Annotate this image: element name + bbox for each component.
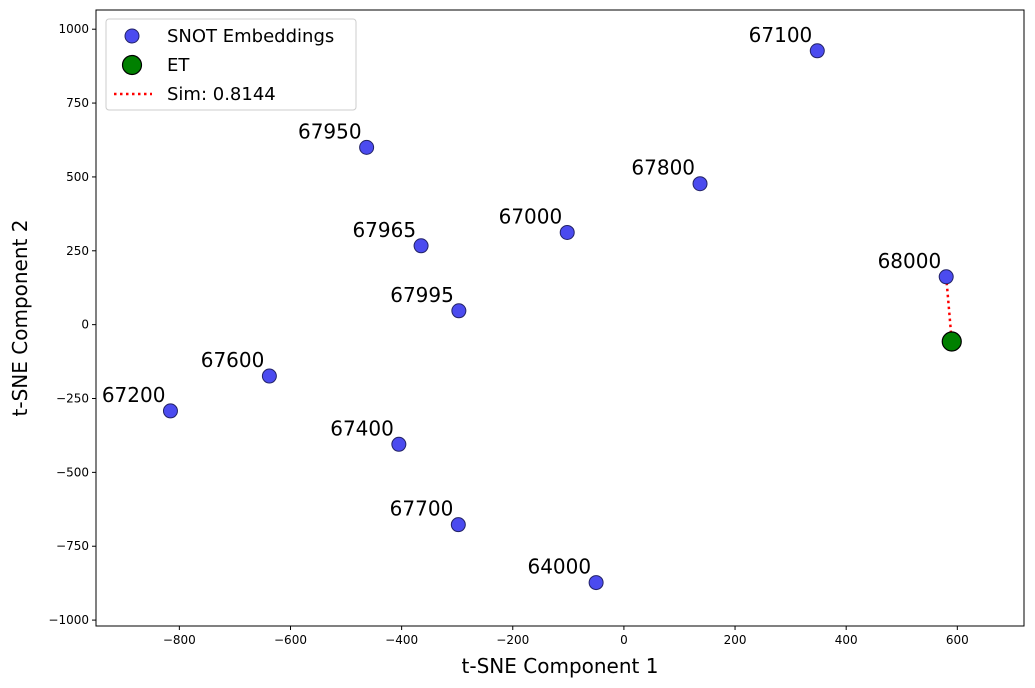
snot-point: [162, 403, 178, 419]
plot-layer: 67100 67950 67800 67000 67965 68000 67995 67600…: [102, 23, 962, 591]
point-label: 67000: [499, 204, 563, 228]
snot-point: [938, 269, 954, 285]
x-tick-label: −600: [274, 633, 307, 647]
legend: SNOT Embeddings ET Sim: 0.8144: [105, 18, 357, 111]
legend-label-snot-embeddings: SNOT Embeddings: [167, 26, 334, 47]
y-tick-label: 500: [66, 170, 89, 184]
point-label: 67400: [330, 416, 394, 440]
legend-marker-snot-embeddings: [124, 28, 140, 44]
x-axis-title: t-SNE Component 1: [462, 654, 659, 678]
x-tick-label: 0: [620, 633, 628, 647]
snot-point: [559, 224, 575, 240]
x-tick-label: −200: [496, 633, 529, 647]
point-label: 68000: [878, 249, 942, 273]
y-tick-label: 1000: [58, 22, 89, 36]
legend-label-similarity: Sim: 0.8144: [167, 84, 276, 105]
x-tick-label: 600: [946, 633, 969, 647]
point-label: 67800: [631, 156, 695, 180]
point-label: 67100: [749, 23, 813, 47]
y-tick-label: 0: [81, 318, 89, 332]
x-tick-label: 400: [835, 633, 858, 647]
y-tick-label: 250: [66, 244, 89, 258]
y-tick-label: −250: [56, 392, 89, 406]
et-point: [941, 331, 962, 352]
x-tick-label: −400: [385, 633, 418, 647]
x-tick-label: 200: [724, 633, 747, 647]
point-label: 64000: [527, 555, 591, 579]
y-tick-label: −1000: [48, 613, 89, 627]
axes-layer: −800 −600 −400 −200 0 200 400 600 −1000 −750 −500 −…: [48, 22, 968, 647]
snot-point: [413, 238, 429, 254]
point-label: 67965: [352, 218, 416, 242]
legend-marker-et: [121, 54, 143, 76]
snot-point: [451, 303, 467, 319]
plot-frame: [95, 9, 1025, 627]
y-tick-label: −750: [56, 539, 89, 553]
point-label: 67200: [102, 383, 166, 407]
snot-point: [391, 436, 407, 452]
snot-point: [692, 176, 708, 192]
similarity-line: [944, 276, 954, 342]
y-tick-label: −500: [56, 465, 89, 479]
legend-label-et: ET: [167, 55, 190, 76]
point-label: 67995: [390, 283, 454, 307]
y-axis-title: t-SNE Component 2: [8, 220, 32, 417]
legend-box: [105, 18, 357, 111]
snot-point: [809, 43, 825, 59]
snot-point: [588, 575, 604, 591]
point-label: 67950: [298, 119, 362, 143]
x-tick-label: −800: [163, 633, 196, 647]
snot-point: [359, 139, 375, 155]
y-tick-label: 750: [66, 96, 89, 110]
snot-point: [450, 517, 466, 533]
snot-point: [261, 368, 277, 384]
point-label: 67700: [390, 497, 454, 521]
point-label: 67600: [201, 348, 265, 372]
